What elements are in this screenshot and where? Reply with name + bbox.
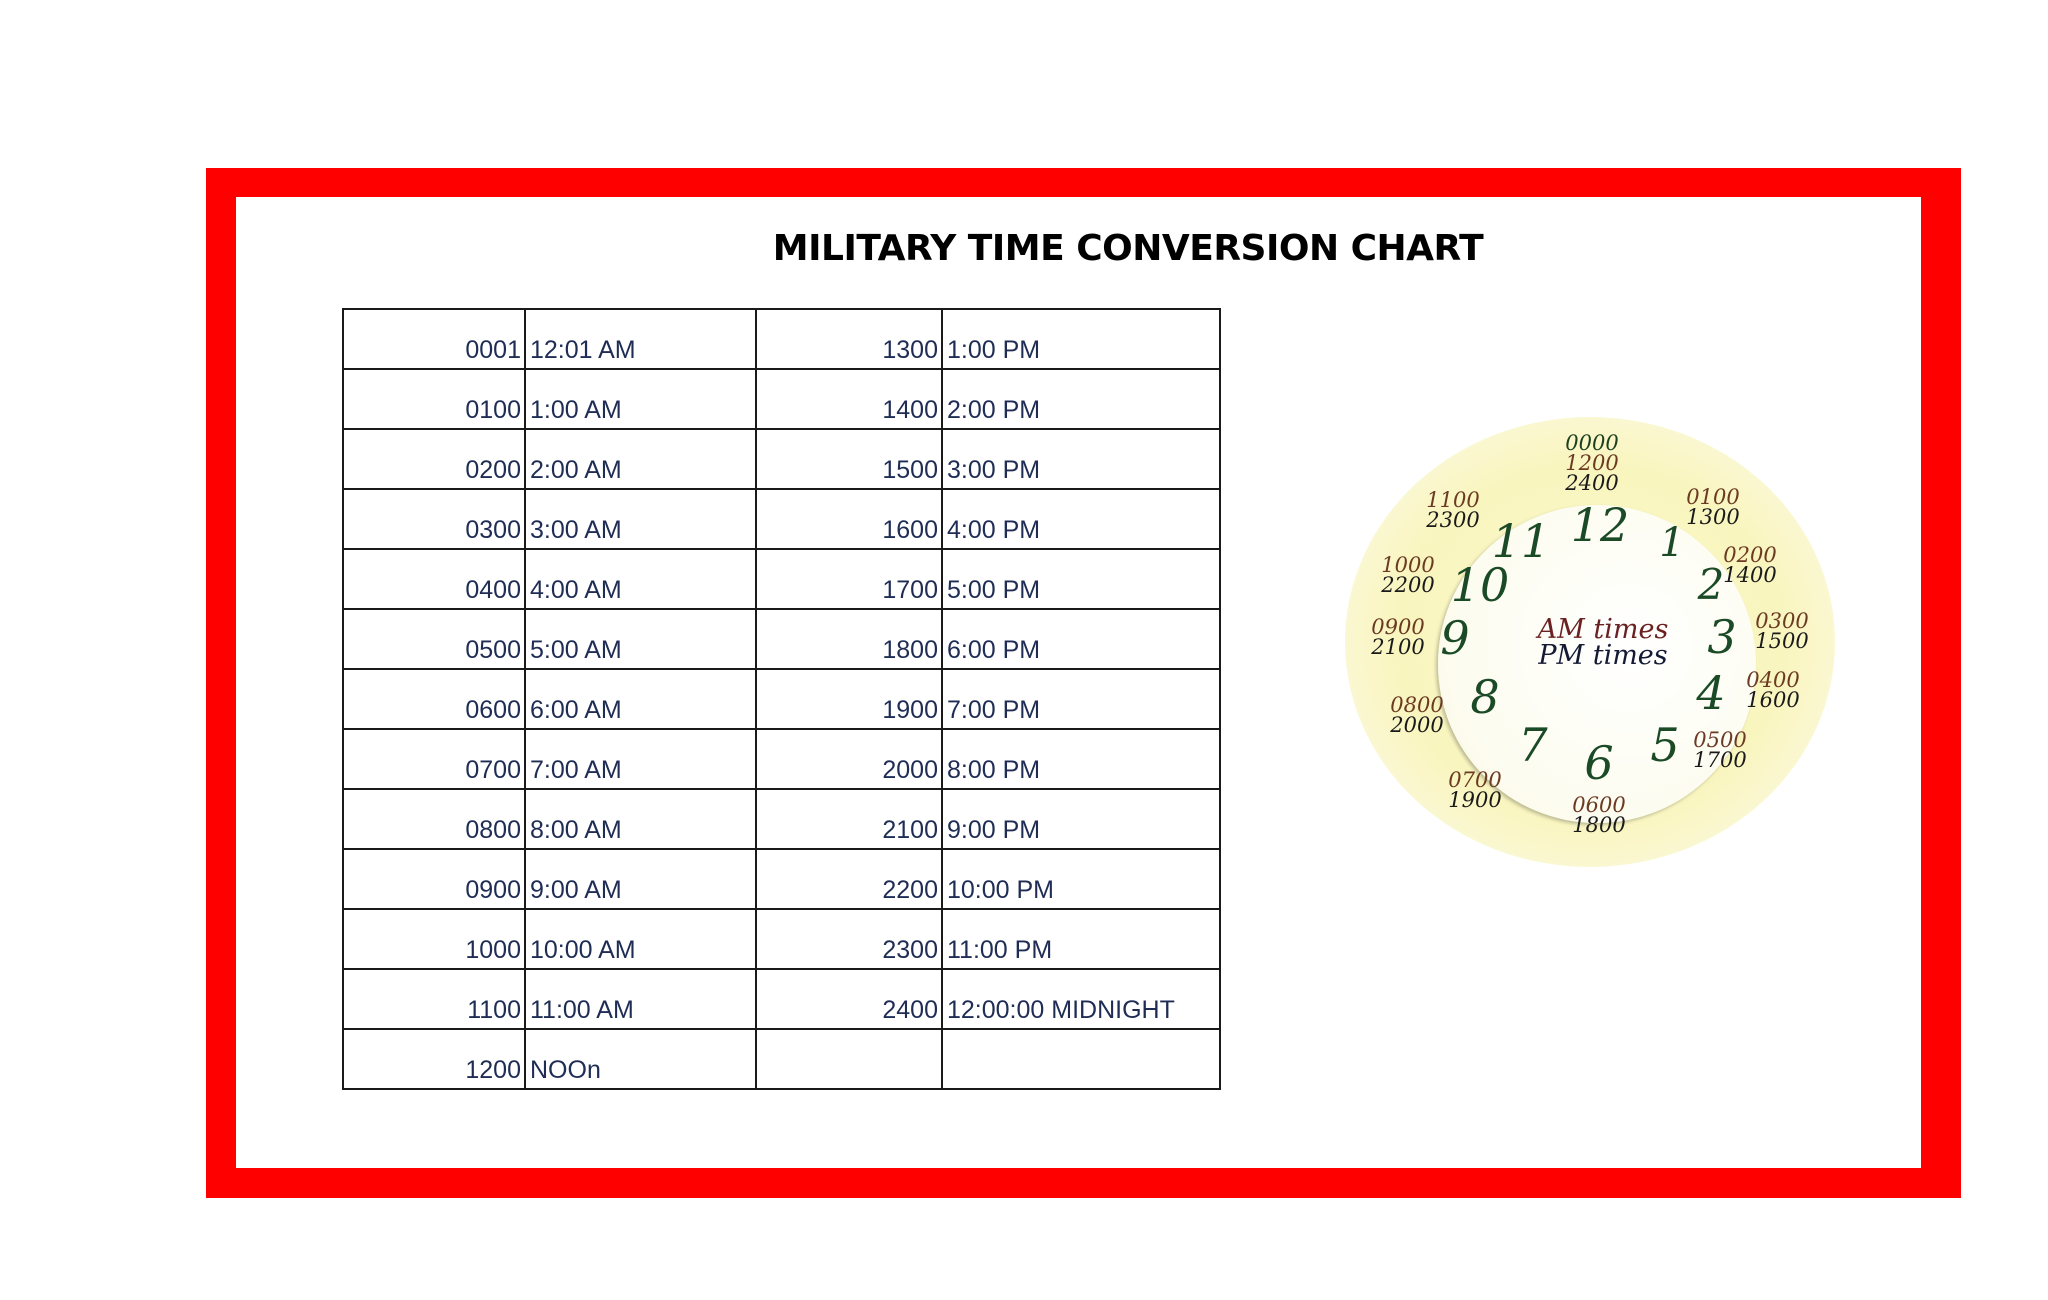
conversion-table: 0001 12:01 AM 1300 1:00 PM 0100 1:00 AM … xyxy=(342,308,1221,1090)
standard-time-pm: 8:00 PM xyxy=(941,728,1221,790)
standard-time-pm: 4:00 PM xyxy=(941,488,1221,550)
table-row: 0900 9:00 AM 2200 10:00 PM xyxy=(342,848,1221,910)
standard-time-am: NOOn xyxy=(524,1028,757,1090)
table-row: 0500 5:00 AM 1800 6:00 PM xyxy=(342,608,1221,670)
military-time-am: 0300 xyxy=(342,488,526,550)
standard-time-pm: 12:00:00 MIDNIGHT xyxy=(941,968,1221,1030)
standard-time-am: 3:00 AM xyxy=(524,488,757,550)
military-time-pm: 2300 xyxy=(755,908,943,970)
mil-label-6: 0600 1800 xyxy=(1572,793,1626,837)
military-time-am: 0800 xyxy=(342,788,526,850)
standard-time-pm xyxy=(941,1028,1221,1090)
standard-time-pm: 5:00 PM xyxy=(941,548,1221,610)
standard-time-am: 7:00 AM xyxy=(524,728,757,790)
military-time-pm xyxy=(755,1028,943,1090)
page-title: MILITARY TIME CONVERSION CHART xyxy=(772,228,1484,269)
standard-time-am: 5:00 AM xyxy=(524,608,757,670)
military-time-pm: 2200 xyxy=(755,848,943,910)
standard-time-pm: 3:00 PM xyxy=(941,428,1221,490)
military-time-pm: 1300 xyxy=(755,308,943,370)
military-time-pm: 2100 xyxy=(755,788,943,850)
military-time-am: 1200 xyxy=(342,1028,526,1090)
hour-11: 11 xyxy=(1491,514,1551,568)
table-row: 1200 NOOn xyxy=(342,1028,1221,1090)
military-time-pm: 2400 xyxy=(755,968,943,1030)
standard-time-am: 2:00 AM xyxy=(524,428,757,490)
mil-label-5: 0500 1700 xyxy=(1693,728,1747,772)
standard-time-pm: 10:00 PM xyxy=(941,848,1221,910)
hour-4: 4 xyxy=(1696,666,1726,720)
standard-time-pm: 6:00 PM xyxy=(941,608,1221,670)
military-time-pm: 1700 xyxy=(755,548,943,610)
standard-time-pm: 9:00 PM xyxy=(941,788,1221,850)
military-time-pm: 1900 xyxy=(755,668,943,730)
standard-time-am: 6:00 AM xyxy=(524,668,757,730)
hour-8: 8 xyxy=(1470,670,1500,724)
military-time-pm: 1600 xyxy=(755,488,943,550)
military-time-pm: 1800 xyxy=(755,608,943,670)
table-row: 0300 3:00 AM 1600 4:00 PM xyxy=(342,488,1221,550)
hour-5: 5 xyxy=(1650,718,1680,772)
mil-label-3: 0300 1500 xyxy=(1755,609,1809,653)
table-row: 0700 7:00 AM 2000 8:00 PM xyxy=(342,728,1221,790)
military-time-am: 0600 xyxy=(342,668,526,730)
mil-label-7: 0700 1900 xyxy=(1448,768,1502,812)
table-row: 0200 2:00 AM 1500 3:00 PM xyxy=(342,428,1221,490)
table-row: 0800 8:00 AM 2100 9:00 PM xyxy=(342,788,1221,850)
table-row: 0001 12:01 AM 1300 1:00 PM xyxy=(342,308,1221,370)
military-time-am: 0500 xyxy=(342,608,526,670)
mil-label-2: 0200 1400 xyxy=(1723,543,1777,587)
military-time-pm: 1400 xyxy=(755,368,943,430)
table-row: 0400 4:00 AM 1700 5:00 PM xyxy=(342,548,1221,610)
clock-illustration: 12 1 2 3 4 5 6 7 8 9 10 11 0000 1200 240… xyxy=(1335,405,1850,880)
table-row: 0600 6:00 AM 1900 7:00 PM xyxy=(342,668,1221,730)
mil-label-8: 0800 2000 xyxy=(1390,693,1444,737)
standard-time-am: 8:00 AM xyxy=(524,788,757,850)
standard-time-pm: 2:00 PM xyxy=(941,368,1221,430)
standard-time-pm: 11:00 PM xyxy=(941,908,1221,970)
table-row: 1000 10:00 AM 2300 11:00 PM xyxy=(342,908,1221,970)
military-time-am: 0900 xyxy=(342,848,526,910)
mil-label-11: 1100 2300 xyxy=(1426,488,1480,532)
standard-time-am: 9:00 AM xyxy=(524,848,757,910)
hour-12: 12 xyxy=(1570,498,1630,552)
military-time-am: 0400 xyxy=(342,548,526,610)
military-time-am: 1000 xyxy=(342,908,526,970)
hour-10: 10 xyxy=(1450,558,1510,612)
legend-pm-times: PM times xyxy=(1538,640,1668,671)
mil-label-1: 0100 1300 xyxy=(1686,485,1740,529)
standard-time-pm: 1:00 PM xyxy=(941,308,1221,370)
mil-label-4: 0400 1600 xyxy=(1746,668,1800,712)
military-time-am: 0700 xyxy=(342,728,526,790)
hour-1: 1 xyxy=(1659,520,1685,566)
military-time-am: 0001 xyxy=(342,308,526,370)
hour-6: 6 xyxy=(1584,736,1614,790)
mil-label-12: 0000 1200 2400 xyxy=(1565,431,1619,495)
table-row: 1100 11:00 AM 2400 12:00:00 MIDNIGHT xyxy=(342,968,1221,1030)
military-time-am: 1100 xyxy=(342,968,526,1030)
standard-time-am: 10:00 AM xyxy=(524,908,757,970)
clock-inner-face xyxy=(1438,505,1756,823)
mil-label-9: 0900 2100 xyxy=(1371,615,1425,659)
hour-9: 9 xyxy=(1440,611,1470,665)
legend-am-times: AM times xyxy=(1537,614,1669,645)
standard-time-am: 12:01 AM xyxy=(524,308,757,370)
military-time-pm: 1500 xyxy=(755,428,943,490)
standard-time-am: 1:00 AM xyxy=(524,368,757,430)
clock-legend: AM times PM times xyxy=(1537,614,1669,671)
military-time-am: 0100 xyxy=(342,368,526,430)
military-time-am: 0200 xyxy=(342,428,526,490)
standard-time-am: 4:00 AM xyxy=(524,548,757,610)
military-time-pm: 2000 xyxy=(755,728,943,790)
hour-3: 3 xyxy=(1707,610,1737,664)
table-row: 0100 1:00 AM 1400 2:00 PM xyxy=(342,368,1221,430)
hour-7: 7 xyxy=(1518,718,1548,772)
mil-label-10: 1000 2200 xyxy=(1381,553,1435,597)
hour-2: 2 xyxy=(1697,560,1725,609)
standard-time-am: 11:00 AM xyxy=(524,968,757,1030)
standard-time-pm: 7:00 PM xyxy=(941,668,1221,730)
